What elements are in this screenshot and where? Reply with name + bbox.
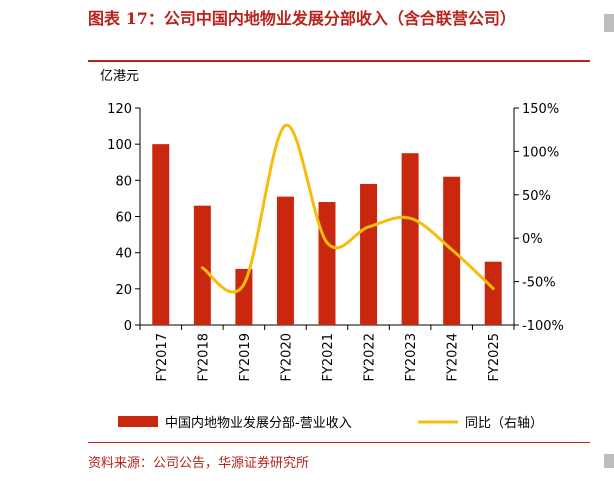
right-axis-tick-label: -50% xyxy=(522,276,556,291)
bar xyxy=(484,261,502,325)
legend-label-bars: 中国内地物业发展分部-营业收入 xyxy=(165,415,352,431)
left-axis-tick-label: 20 xyxy=(115,283,132,298)
legend-label-line: 同比（右轴） xyxy=(465,416,543,431)
adjacent-page-edge-bottom xyxy=(604,454,614,468)
left-axis-tick-label: 80 xyxy=(115,174,132,189)
x-axis-tick-label: FY2024 xyxy=(446,333,461,382)
x-axis-tick-label: FY2022 xyxy=(363,333,378,382)
right-axis-tick-label: 150% xyxy=(522,102,559,117)
x-axis-tick-label: FY2023 xyxy=(404,333,419,382)
legend-swatch-bars xyxy=(118,416,158,427)
y-axis-unit-label: 亿港元 xyxy=(100,69,139,84)
bar xyxy=(152,144,170,325)
source-rule xyxy=(88,442,590,443)
right-axis-tick-label: 0% xyxy=(522,232,543,247)
left-axis-tick-label: 40 xyxy=(115,247,132,262)
adjacent-page-edge-top xyxy=(604,14,614,32)
bar xyxy=(276,196,294,325)
bar xyxy=(401,153,419,325)
x-axis-tick-label: FY2019 xyxy=(238,333,253,382)
left-axis-tick-label: 100 xyxy=(107,138,132,153)
left-axis-tick-label: 0 xyxy=(124,319,132,334)
right-axis-tick-label: -100% xyxy=(522,319,564,334)
x-axis-tick-label: FY2025 xyxy=(487,333,502,382)
right-axis-tick-label: 50% xyxy=(522,189,551,204)
right-axis-tick-label: 100% xyxy=(522,145,559,160)
x-axis-tick-label: FY2021 xyxy=(321,333,336,382)
left-axis-tick-label: 60 xyxy=(115,211,132,226)
title-rule xyxy=(88,60,590,62)
left-axis-tick-label: 120 xyxy=(107,102,132,117)
bar xyxy=(318,202,336,325)
chart-title: 图表 17：公司中国内地物业发展分部收入（含合联营公司） xyxy=(88,9,516,28)
bar xyxy=(193,205,211,325)
source-note: 资料来源：公司公告，华源证券研究所 xyxy=(88,456,310,471)
bar xyxy=(360,183,378,325)
yoy-series-line xyxy=(200,123,495,294)
x-axis-tick-label: FY2017 xyxy=(155,333,170,382)
x-axis-tick-label: FY2020 xyxy=(279,333,294,382)
x-axis-tick-label: FY2018 xyxy=(196,333,211,382)
bar xyxy=(235,268,253,325)
